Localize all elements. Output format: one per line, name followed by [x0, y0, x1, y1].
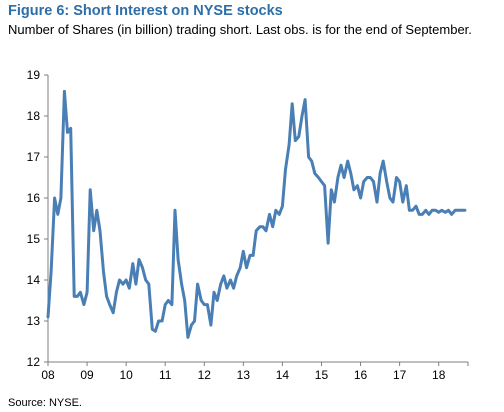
chart-axes: [47, 75, 468, 363]
y-tick-label: 12: [27, 355, 41, 369]
x-tick-label: 10: [119, 368, 133, 382]
x-tick-label: 16: [354, 368, 368, 382]
y-tick-label: 14: [27, 273, 41, 287]
x-tick-label: 09: [80, 368, 94, 382]
line-chart: 12 13 14 15 16 17 18 19 08 09 10 11 12 13 14 15 16 17 18: [27, 68, 469, 382]
x-tick-label: 18: [432, 368, 446, 382]
plot-area: [46, 89, 467, 339]
series-line: [46, 89, 467, 339]
chart-title: Figure 6: Short Interest on NYSE stocks: [8, 3, 283, 19]
y-tick-label: 19: [27, 68, 41, 82]
x-tick-label: 13: [237, 368, 251, 382]
y-tick-label: 17: [27, 150, 41, 164]
chart-ticks: 12 13 14 15 16 17 18 19 08 09 10 11 12 13 14 15 16 17 18: [27, 68, 469, 382]
y-tick-label: 15: [27, 232, 41, 246]
x-tick-label: 14: [276, 368, 290, 382]
y-tick-label: 18: [27, 109, 41, 123]
x-tick-label: 12: [198, 368, 212, 382]
y-tick-label: 13: [27, 314, 41, 328]
source-note: Source: NYSE.: [8, 397, 82, 409]
y-tick-label: 16: [27, 191, 41, 205]
x-tick-label: 08: [41, 368, 55, 382]
chart-subtitle: Number of Shares (in billion) trading sh…: [8, 22, 472, 37]
x-tick-label: 11: [159, 368, 172, 382]
x-tick-label: 17: [393, 368, 407, 382]
x-tick-label: 15: [315, 368, 329, 382]
